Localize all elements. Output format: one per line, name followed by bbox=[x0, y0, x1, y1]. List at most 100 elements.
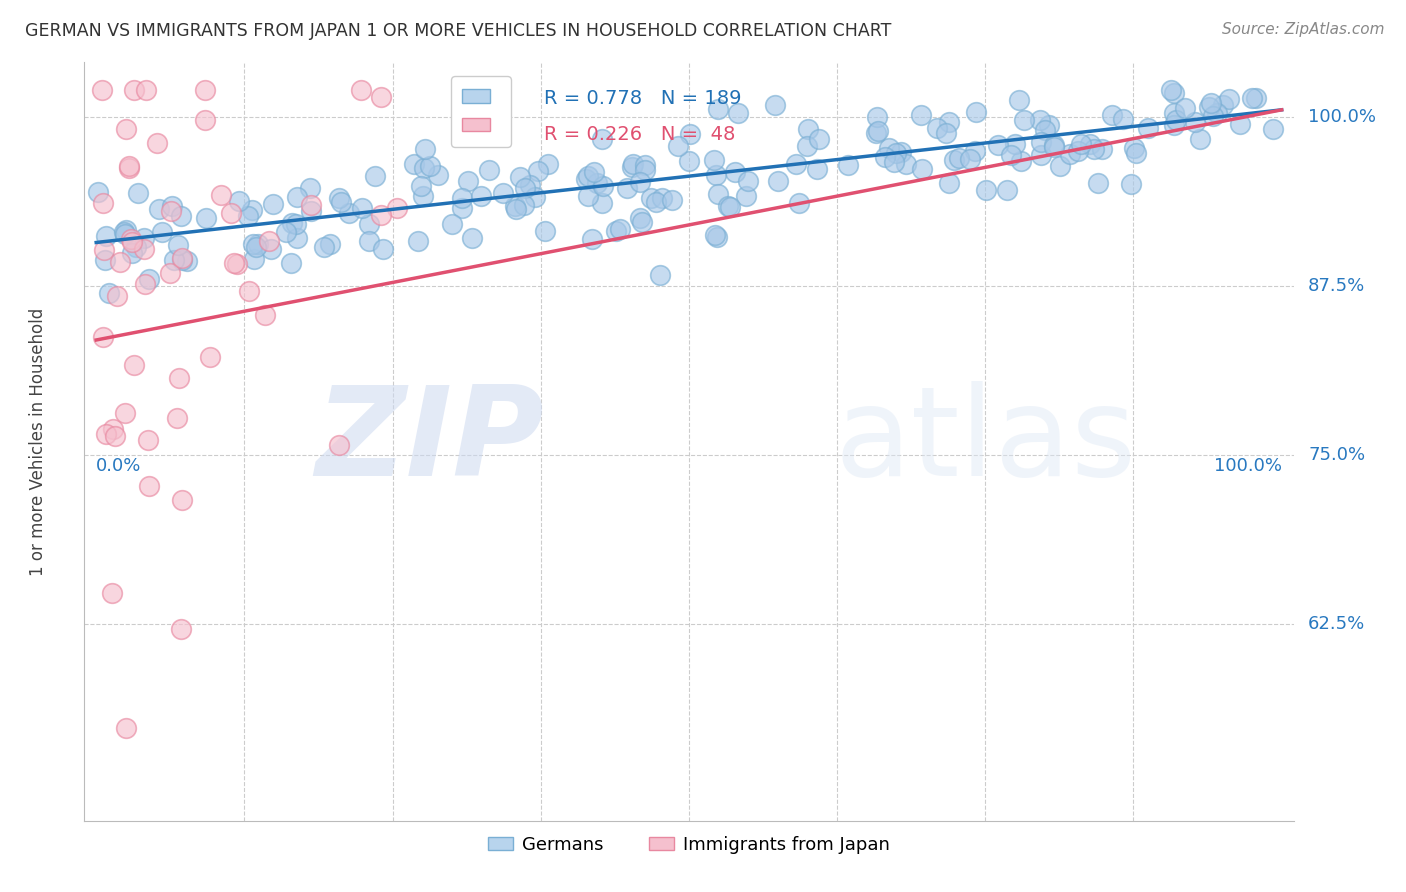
Point bbox=[94, 426, 117, 441]
Point bbox=[717, 199, 740, 213]
Point bbox=[93, 252, 115, 267]
Point bbox=[451, 191, 474, 205]
Point bbox=[115, 122, 138, 136]
Point bbox=[948, 151, 970, 165]
Point bbox=[121, 235, 143, 249]
Point bbox=[118, 160, 141, 174]
Point bbox=[678, 154, 700, 169]
Point bbox=[90, 82, 112, 96]
Point bbox=[806, 161, 828, 176]
Point bbox=[101, 422, 124, 436]
Point bbox=[127, 186, 149, 201]
Text: 100.0%: 100.0% bbox=[1213, 457, 1282, 475]
Point bbox=[1038, 118, 1060, 132]
Point bbox=[159, 266, 181, 280]
Point bbox=[387, 201, 409, 215]
Point bbox=[508, 169, 530, 184]
Point bbox=[114, 227, 136, 241]
Point bbox=[411, 179, 433, 194]
Text: R = 0.226   N =  48: R = 0.226 N = 48 bbox=[544, 125, 735, 144]
Point bbox=[93, 244, 115, 258]
Point bbox=[134, 277, 156, 291]
Point bbox=[145, 136, 167, 150]
Point bbox=[583, 165, 606, 179]
Point bbox=[938, 176, 960, 190]
Point bbox=[114, 222, 136, 236]
Point bbox=[114, 406, 136, 420]
Point bbox=[285, 231, 308, 245]
Point bbox=[526, 163, 548, 178]
Point bbox=[160, 203, 183, 218]
Point bbox=[1198, 99, 1220, 113]
Point bbox=[224, 256, 246, 270]
Point bbox=[176, 254, 198, 268]
Text: ZIP: ZIP bbox=[315, 381, 544, 502]
Point bbox=[299, 198, 322, 212]
Point bbox=[997, 183, 1019, 197]
Point bbox=[1008, 93, 1031, 107]
Point bbox=[1010, 153, 1032, 168]
Point bbox=[720, 200, 742, 214]
Point bbox=[621, 156, 644, 170]
Point bbox=[1189, 132, 1212, 146]
Point bbox=[97, 286, 120, 301]
Point bbox=[254, 308, 277, 322]
Point bbox=[134, 231, 156, 245]
Point bbox=[242, 236, 264, 251]
Point bbox=[1212, 98, 1234, 112]
Point bbox=[1202, 109, 1225, 123]
Point bbox=[122, 358, 145, 372]
Point bbox=[737, 174, 759, 188]
Point bbox=[592, 179, 614, 194]
Point bbox=[1067, 145, 1090, 159]
Text: 1 or more Vehicles in Household: 1 or more Vehicles in Household bbox=[30, 308, 48, 575]
Point bbox=[247, 236, 270, 251]
Point bbox=[135, 82, 157, 96]
Point bbox=[1004, 137, 1026, 152]
Point bbox=[87, 186, 110, 200]
Point bbox=[631, 214, 654, 228]
Point bbox=[1059, 147, 1081, 161]
Point bbox=[478, 163, 501, 178]
Point bbox=[118, 161, 141, 175]
Point bbox=[364, 169, 387, 183]
Point bbox=[1043, 137, 1066, 152]
Point bbox=[703, 153, 725, 167]
Point bbox=[1000, 148, 1022, 162]
Point bbox=[1119, 178, 1142, 192]
Point bbox=[492, 186, 515, 201]
Point bbox=[350, 82, 373, 96]
Text: 62.5%: 62.5% bbox=[1308, 615, 1365, 633]
Point bbox=[122, 82, 145, 96]
Point bbox=[666, 139, 689, 153]
Point bbox=[704, 228, 727, 243]
Point bbox=[630, 211, 652, 226]
Point bbox=[634, 163, 657, 178]
Point bbox=[576, 169, 599, 183]
Point bbox=[457, 174, 479, 188]
Point bbox=[160, 199, 183, 213]
Point bbox=[329, 194, 352, 209]
Point bbox=[299, 203, 322, 218]
Point bbox=[284, 217, 307, 231]
Text: 75.0%: 75.0% bbox=[1308, 446, 1365, 464]
Point bbox=[138, 271, 160, 285]
Point bbox=[350, 202, 373, 216]
Point bbox=[112, 225, 135, 239]
Point bbox=[200, 350, 222, 364]
Point bbox=[873, 150, 896, 164]
Point bbox=[461, 231, 484, 245]
Point bbox=[1241, 91, 1264, 105]
Point bbox=[605, 223, 627, 237]
Point bbox=[1112, 112, 1135, 127]
Point bbox=[238, 284, 260, 298]
Point bbox=[707, 187, 730, 202]
Point bbox=[1163, 86, 1185, 100]
Point bbox=[628, 175, 651, 189]
Point bbox=[470, 189, 492, 203]
Point bbox=[245, 240, 267, 254]
Point bbox=[723, 164, 745, 178]
Point bbox=[866, 124, 889, 138]
Point bbox=[866, 110, 889, 124]
Point bbox=[243, 252, 266, 267]
